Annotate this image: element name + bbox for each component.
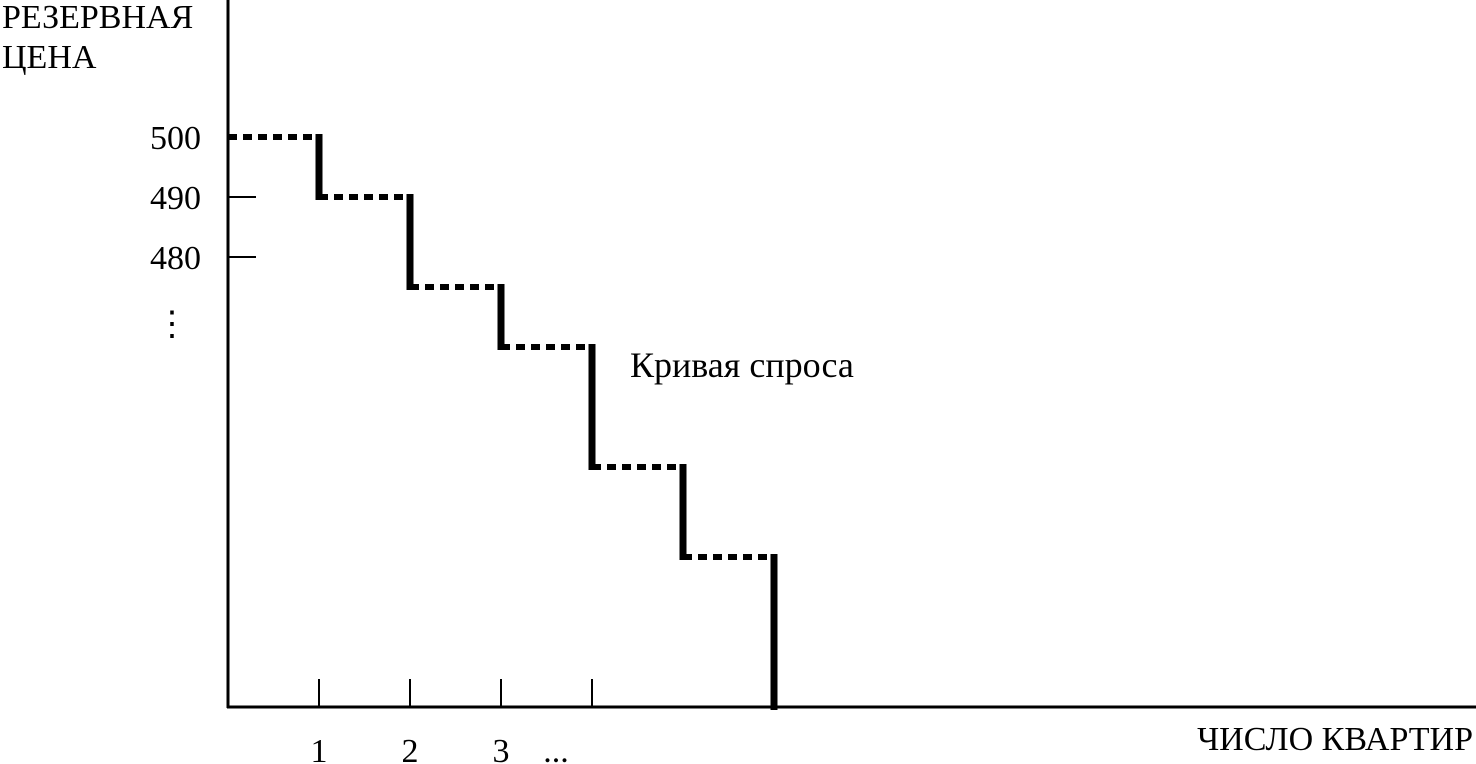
y-tick-label-3: 480 [150, 240, 201, 277]
ticks: 1 2 3 ... 500 490 480 ⋮ [150, 120, 593, 764]
y-tick-ellipsis: ⋮ [155, 306, 189, 343]
y-axis-label-line-1: РЕЗЕРВНАЯ [2, 0, 193, 36]
x-tick-label-4: ... [543, 733, 569, 764]
demand-curve-annotation: Кривая спроса [630, 345, 854, 385]
demand-curve [228, 134, 778, 710]
y-tick-label-1: 500 [150, 120, 201, 157]
y-tick-label-2: 490 [150, 180, 201, 217]
axes [226, 0, 1476, 709]
x-axis-label: ЧИСЛО КВАРТИР [1197, 721, 1473, 758]
x-tick-label-3: 3 [493, 733, 510, 764]
x-tick-label-1: 1 [311, 733, 328, 764]
x-tick-label-2: 2 [402, 733, 419, 764]
y-axis-label-line-2: ЦЕНА [2, 39, 97, 76]
